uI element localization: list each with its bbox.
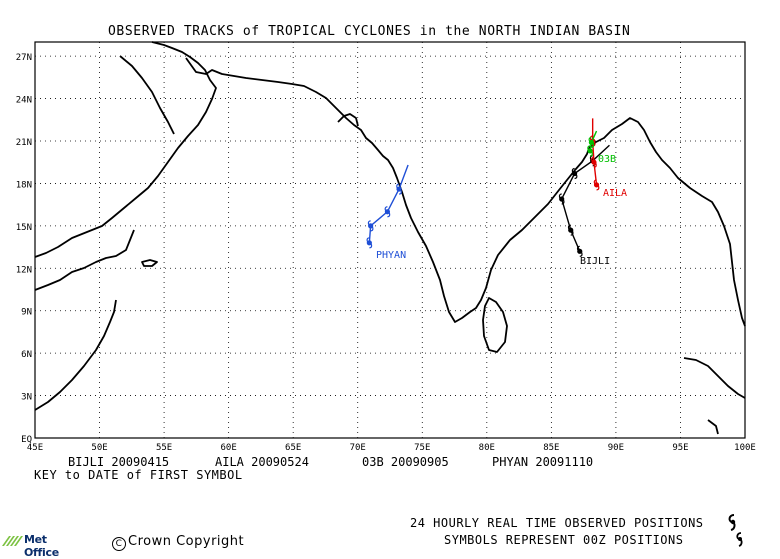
lat-tick-label: 6N [21, 350, 32, 360]
lat-tick-label: 24N [16, 96, 32, 106]
coastline-segment [34, 229, 135, 291]
lon-tick-label: 65E [285, 443, 301, 453]
track-position-phyan [396, 183, 402, 195]
coastline-segment [337, 113, 359, 127]
lat-tick-label: 18N [16, 180, 32, 190]
lon-tick-label: 85E [543, 443, 559, 453]
lat-tick-label: 3N [21, 393, 32, 403]
footer-symbols-note: SYMBOLS REPRESENT 00Z POSITIONS [444, 533, 684, 547]
lon-tick-label: 50E [91, 443, 107, 453]
lon-tick-label: 75E [414, 443, 430, 453]
track-position-phyan [366, 237, 373, 249]
lat-tick-label: EQ [21, 435, 32, 445]
map-title: OBSERVED TRACKS of TROPICAL CYCLONES in … [108, 24, 631, 39]
lon-tick-label: 90E [608, 443, 624, 453]
track-position-phyan [367, 220, 374, 232]
cyclone-symbol-icon [736, 532, 743, 547]
track-position-bijli [571, 167, 578, 180]
legend-entry-bijli: BIJLI 20090415 [68, 455, 170, 469]
storm-label-aila: AILA [603, 188, 627, 199]
met-office-logo-icon [2, 536, 23, 546]
lon-tick-label: 45E [27, 443, 43, 453]
storm-label-03b: 03B [598, 154, 616, 165]
cyclone-symbol-icon [728, 514, 736, 531]
storm-label-phyan: PHYAN [376, 250, 406, 261]
map-frame [34, 41, 746, 439]
lon-tick-label: 100E [734, 443, 756, 453]
track-line-phyan [368, 164, 409, 243]
footer-observed-positions: 24 HOURLY REAL TIME OBSERVED POSITIONS [410, 516, 704, 530]
legend-entry-03b: 03B 20090905 [362, 455, 449, 469]
coastline-segment [185, 57, 590, 323]
track-line-bijli [560, 144, 610, 252]
met-office-logo-text: Met Office [24, 533, 59, 559]
lat-lon-grid [35, 42, 745, 438]
coastline [34, 41, 746, 435]
legend-entry-aila: AILA 20090524 [215, 455, 309, 469]
lat-tick-label: 21N [16, 138, 32, 148]
lat-tick-label: 15N [16, 223, 32, 233]
lon-tick-label: 80E [479, 443, 495, 453]
track-position-bijli [558, 193, 565, 205]
coastline-segment [683, 357, 746, 399]
coastline-segment [707, 419, 719, 435]
coastline-segment [34, 41, 217, 258]
lon-tick-label: 70E [350, 443, 366, 453]
track-position-aila [591, 156, 597, 168]
lat-tick-label: 27N [16, 53, 32, 63]
track-position-phyan [384, 206, 391, 218]
copyright-notice: C Crown Copyright [112, 534, 244, 551]
track-position-bijli [567, 224, 574, 236]
lon-tick-label: 95E [672, 443, 688, 453]
copyright-text: Crown Copyright [128, 534, 245, 549]
coastline-segment [34, 299, 117, 411]
lat-tick-label: 9N [21, 308, 32, 318]
storm-labels: PHYAN BIJLI AILA 03B [376, 154, 627, 267]
coastline-segment [119, 55, 175, 135]
coastline-segment [588, 117, 746, 327]
storm-label-bijli: BIJLI [580, 256, 610, 267]
met-office-logo: Met Office [0, 532, 80, 559]
storm-date-legend: BIJLI 20090415 AILA 20090524 03B 2009090… [68, 455, 628, 469]
coastline-segment [482, 297, 508, 353]
track-position-aila [593, 179, 600, 191]
legend-entry-phyan: PHYAN 20091110 [492, 455, 594, 469]
track-position-03b [588, 136, 595, 149]
lon-tick-label: 60E [221, 443, 237, 453]
track-position-03b [587, 145, 593, 157]
cyclone-tracks [366, 118, 610, 257]
track-position-bijli [576, 245, 583, 257]
copyright-icon: C [112, 537, 126, 551]
lon-tick-label: 55E [156, 443, 172, 453]
track-line-aila [591, 118, 598, 185]
coastline-segment [141, 259, 158, 267]
lat-tick-label: 12N [16, 265, 32, 275]
legend-key-text: KEY to DATE of FIRST SYMBOL [34, 468, 243, 482]
